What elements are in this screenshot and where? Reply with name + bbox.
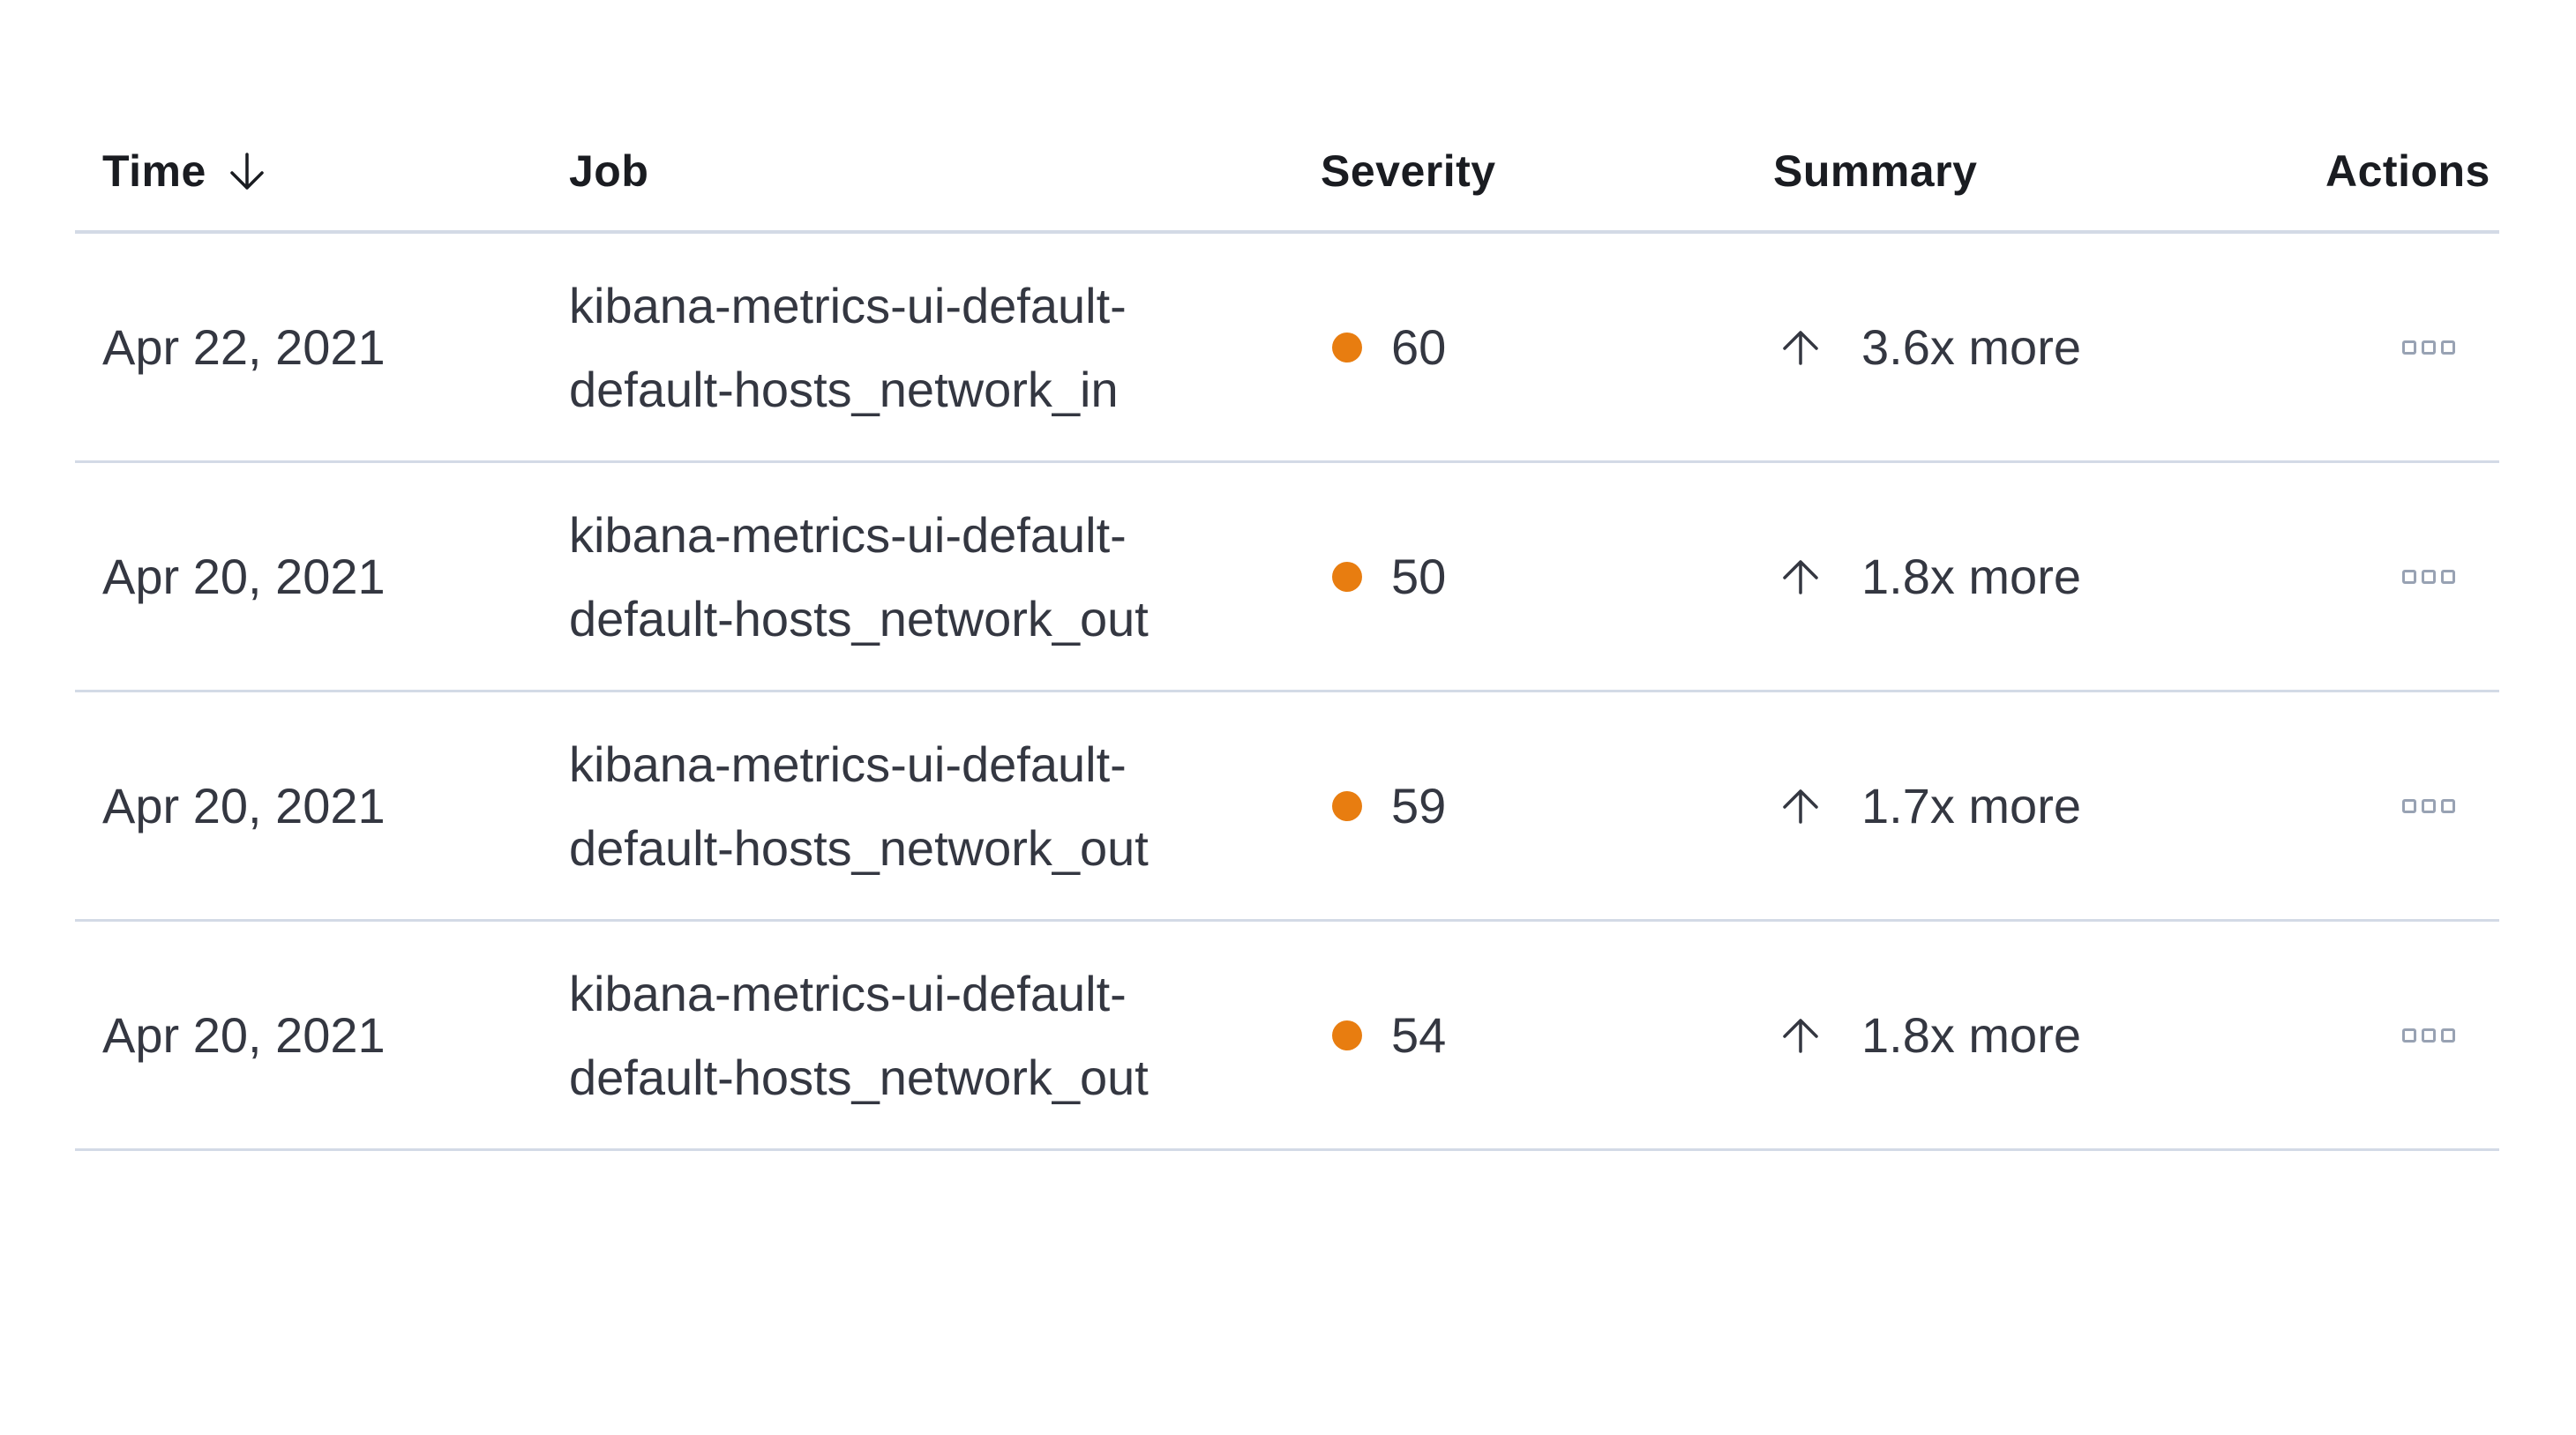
table-row: Apr 22, 2021 kibana-metrics-ui-default- … bbox=[75, 232, 2499, 463]
summary-text: 1.8x more bbox=[1861, 1007, 2081, 1063]
cell-job: kibana-metrics-ui-default- default-hosts… bbox=[569, 920, 1321, 1151]
job-id-line: default-hosts_network_out bbox=[569, 590, 1149, 646]
severity-dot-icon bbox=[1332, 1020, 1362, 1050]
column-header-summary-label: Summary bbox=[1773, 146, 1978, 196]
summary-text: 1.7x more bbox=[1861, 778, 2081, 833]
cell-job: kibana-metrics-ui-default- default-hosts… bbox=[569, 461, 1321, 692]
boxes-horizontal-icon bbox=[2441, 798, 2455, 813]
boxes-horizontal-icon bbox=[2422, 798, 2436, 813]
cell-job: kibana-metrics-ui-default- default-hosts… bbox=[569, 232, 1321, 463]
boxes-horizontal-icon bbox=[2422, 340, 2436, 355]
cell-job: kibana-metrics-ui-default- default-hosts… bbox=[569, 691, 1321, 922]
column-header-job-label: Job bbox=[569, 146, 649, 196]
severity-value: 50 bbox=[1391, 549, 1447, 604]
row-actions-button[interactable] bbox=[2402, 798, 2455, 813]
row-actions-button[interactable] bbox=[2402, 1028, 2455, 1043]
cell-summary: 3.6x more bbox=[1773, 232, 2325, 463]
boxes-horizontal-icon bbox=[2441, 569, 2455, 584]
column-header-time[interactable]: Time bbox=[75, 0, 569, 234]
job-id-line: kibana-metrics-ui-default- bbox=[569, 277, 1127, 333]
cell-severity: 60 bbox=[1321, 232, 1773, 463]
cell-severity: 59 bbox=[1321, 691, 1773, 922]
severity-value: 54 bbox=[1391, 1007, 1447, 1063]
cell-actions bbox=[2325, 920, 2499, 1151]
column-header-actions: Actions bbox=[2325, 0, 2499, 234]
boxes-horizontal-icon bbox=[2422, 569, 2436, 584]
anomalies-table: Time Job Severity Summary Actions bbox=[75, 0, 2499, 1151]
severity-value: 59 bbox=[1391, 778, 1447, 833]
severity-dot-icon bbox=[1332, 561, 1362, 592]
row-actions-button[interactable] bbox=[2402, 569, 2455, 584]
arrow-up-icon bbox=[1783, 330, 1818, 365]
cell-time: Apr 22, 2021 bbox=[75, 232, 569, 463]
severity-value: 60 bbox=[1391, 319, 1447, 375]
severity-dot-icon bbox=[1332, 790, 1362, 821]
job-id-line: kibana-metrics-ui-default- bbox=[569, 965, 1127, 1021]
cell-actions bbox=[2325, 691, 2499, 922]
cell-actions bbox=[2325, 232, 2499, 463]
boxes-horizontal-icon bbox=[2402, 798, 2416, 813]
cell-time: Apr 20, 2021 bbox=[75, 691, 569, 922]
cell-severity: 54 bbox=[1321, 920, 1773, 1151]
boxes-horizontal-icon bbox=[2422, 1028, 2436, 1043]
cell-time: Apr 20, 2021 bbox=[75, 461, 569, 692]
summary-text: 3.6x more bbox=[1861, 319, 2081, 375]
arrow-up-icon bbox=[1783, 559, 1818, 594]
arrow-up-icon bbox=[1783, 1018, 1818, 1053]
boxes-horizontal-icon bbox=[2441, 1028, 2455, 1043]
anomalies-table-panel: Time Job Severity Summary Actions bbox=[75, 0, 2499, 1151]
severity-dot-icon bbox=[1332, 332, 1362, 362]
arrow-up-icon bbox=[1783, 789, 1818, 824]
boxes-horizontal-icon bbox=[2402, 340, 2416, 355]
job-id-line: default-hosts_network_out bbox=[569, 1049, 1149, 1105]
table-row: Apr 20, 2021 kibana-metrics-ui-default- … bbox=[75, 691, 2499, 922]
cell-actions bbox=[2325, 461, 2499, 692]
job-id-line: kibana-metrics-ui-default- bbox=[569, 506, 1127, 563]
boxes-horizontal-icon bbox=[2402, 569, 2416, 584]
table-row: Apr 20, 2021 kibana-metrics-ui-default- … bbox=[75, 461, 2499, 692]
boxes-horizontal-icon bbox=[2402, 1028, 2416, 1043]
table-row: Apr 20, 2021 kibana-metrics-ui-default- … bbox=[75, 920, 2499, 1151]
cell-summary: 1.8x more bbox=[1773, 461, 2325, 692]
sort-descending-icon bbox=[230, 153, 264, 190]
column-header-severity[interactable]: Severity bbox=[1321, 0, 1773, 234]
column-header-summary[interactable]: Summary bbox=[1773, 0, 2325, 234]
job-id-line: default-hosts_network_out bbox=[569, 819, 1149, 876]
row-actions-button[interactable] bbox=[2402, 340, 2455, 355]
cell-summary: 1.8x more bbox=[1773, 920, 2325, 1151]
boxes-horizontal-icon bbox=[2441, 340, 2455, 355]
summary-text: 1.8x more bbox=[1861, 549, 2081, 604]
column-header-time-label: Time bbox=[102, 146, 206, 196]
column-header-job[interactable]: Job bbox=[569, 0, 1321, 234]
column-header-severity-label: Severity bbox=[1321, 146, 1496, 196]
cell-severity: 50 bbox=[1321, 461, 1773, 692]
job-id-line: default-hosts_network_in bbox=[569, 361, 1119, 417]
column-header-actions-label: Actions bbox=[2325, 146, 2490, 196]
cell-summary: 1.7x more bbox=[1773, 691, 2325, 922]
cell-time: Apr 20, 2021 bbox=[75, 920, 569, 1151]
job-id-line: kibana-metrics-ui-default- bbox=[569, 736, 1127, 792]
table-header-row: Time Job Severity Summary Actions bbox=[75, 0, 2499, 234]
